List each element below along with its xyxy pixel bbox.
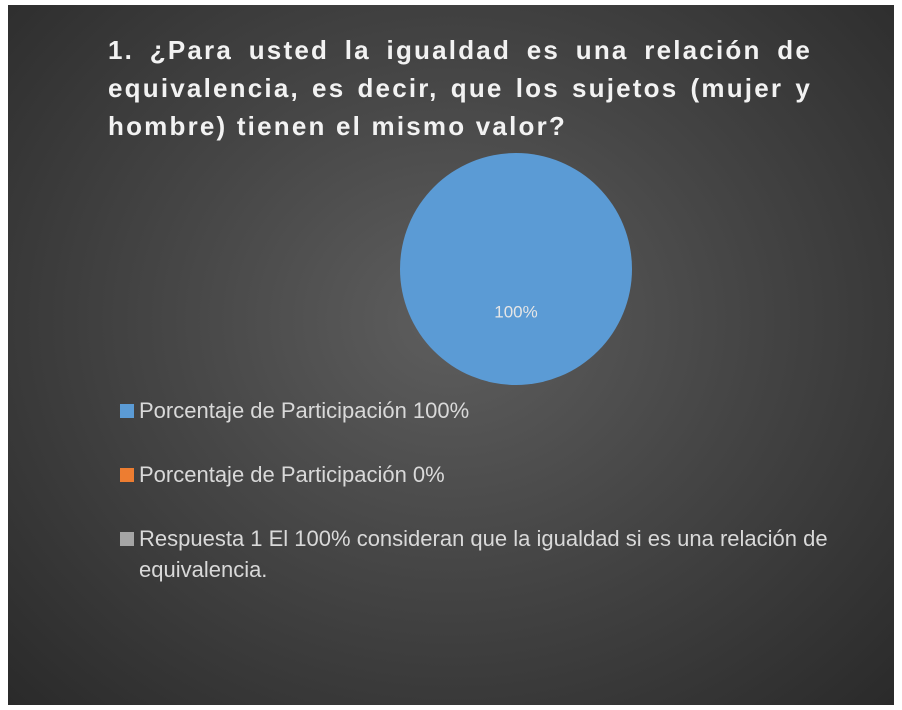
legend-swatch xyxy=(120,468,134,482)
data-label: 100% xyxy=(494,303,537,322)
legend-label: Porcentaje de Participación 100% xyxy=(139,398,470,423)
legend-label: Respuesta 1 El 100% consideran que la ig… xyxy=(139,526,828,582)
legend-swatch xyxy=(120,532,134,546)
legend-label: Porcentaje de Participación 0% xyxy=(139,462,445,487)
chart: 1. ¿Para usted la igualdad es una relaci… xyxy=(8,5,894,705)
chart-title: 1. ¿Para usted la igualdad es una relaci… xyxy=(108,35,812,141)
pie-area: 100% xyxy=(400,153,632,385)
legend-item: Porcentaje de Participación 100% xyxy=(120,395,840,426)
legend-swatch xyxy=(120,404,134,418)
legend: Porcentaje de Participación 100% Porcenta… xyxy=(120,395,840,618)
pie-slice xyxy=(400,153,632,385)
legend-item: Respuesta 1 El 100% consideran que la ig… xyxy=(120,523,840,585)
legend-item: Porcentaje de Participación 0% xyxy=(120,459,840,490)
